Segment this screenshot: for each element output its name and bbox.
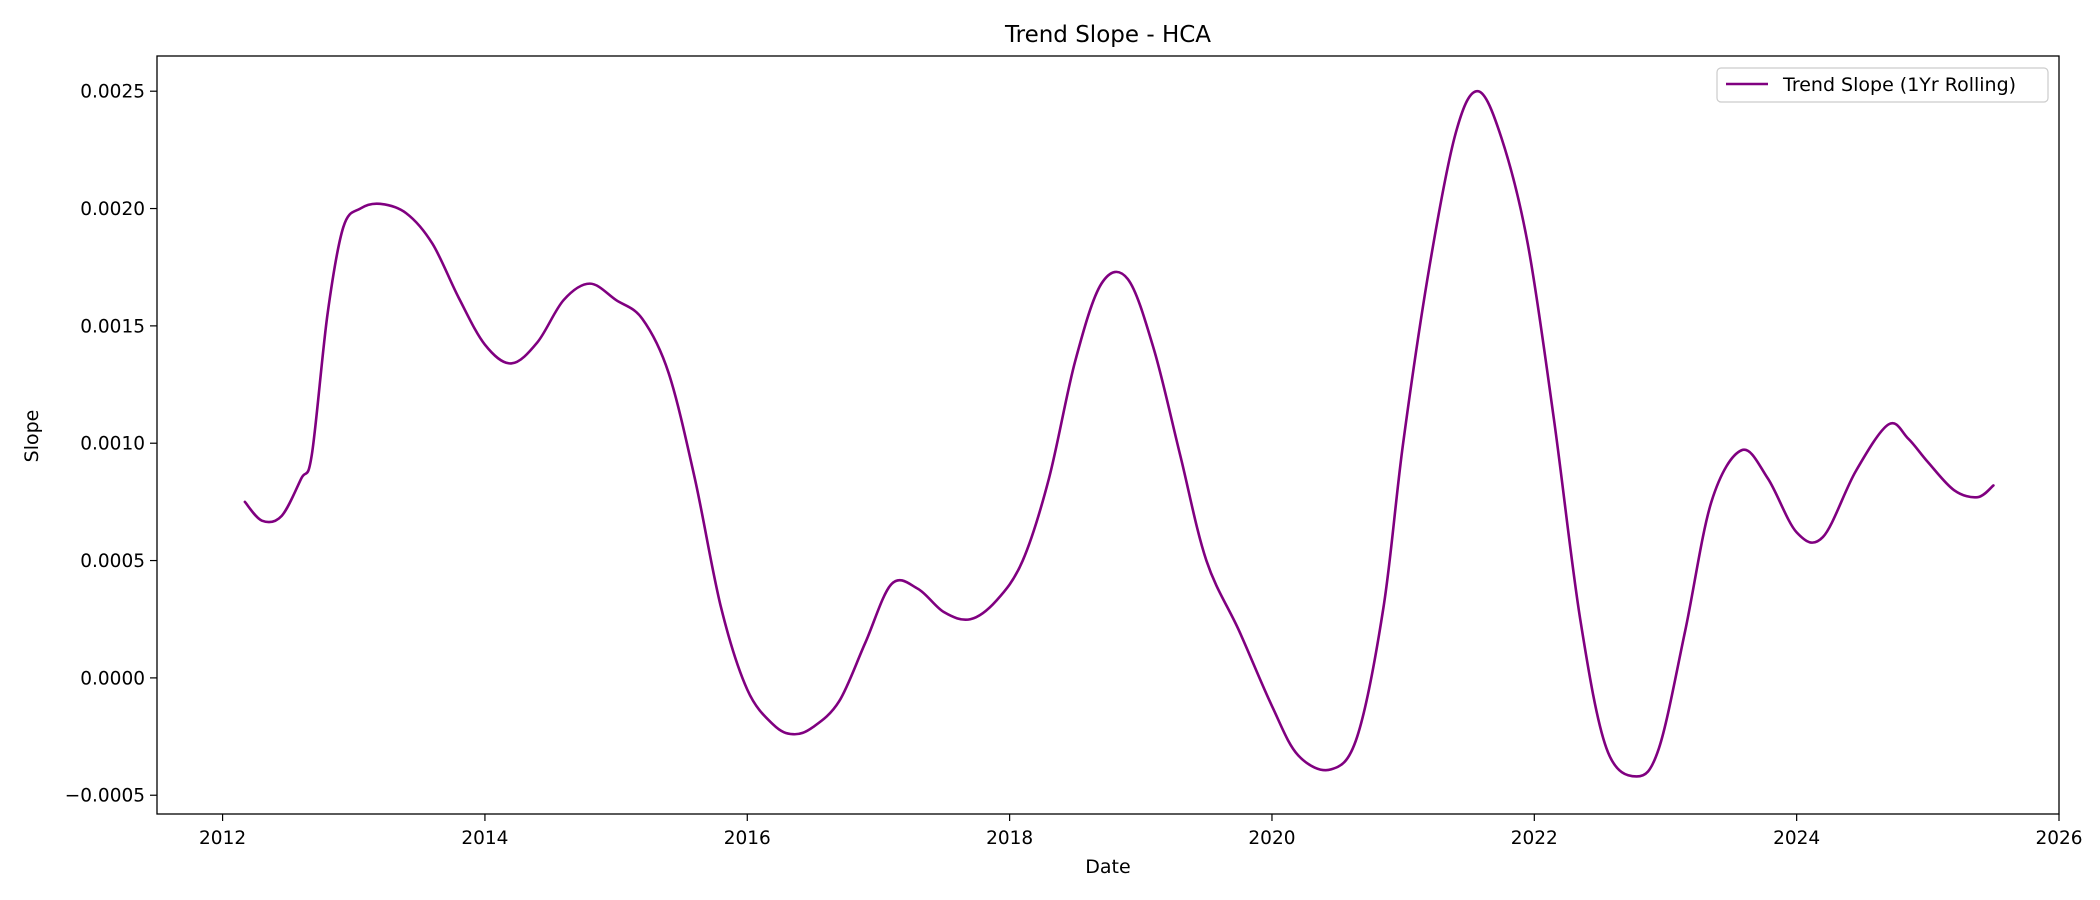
y-axis: −0.0005 0.0000 0.0005 0.0010 0.0015 0.0020 0.0…: [65, 82, 157, 807]
series-line-trend-slope: [243, 89, 1995, 778]
y-axis-title: Slope: [21, 410, 43, 463]
x-tick-label: 2012: [199, 828, 246, 849]
x-tick-label: 2024: [1773, 828, 1820, 849]
legend-label-trend-slope: Trend Slope (1Yr Rolling): [1782, 74, 2016, 96]
plot-frame: [156, 55, 2060, 815]
y-tick-label: 0.0025: [80, 82, 145, 103]
y-tick-label: 0.0000: [80, 668, 145, 689]
y-tick-label: 0.0020: [80, 199, 145, 220]
x-tick-label: 2014: [461, 828, 508, 849]
y-tick-label: −0.0005: [65, 786, 145, 807]
x-tick-label: 2020: [1248, 828, 1295, 849]
legend-box: [1716, 67, 2049, 103]
y-tick-label: 0.0010: [80, 434, 145, 455]
plot-area: 2012 2014 2016 2018 2020 2022 2024 2026 −0.0005…: [65, 55, 2083, 849]
x-tick-label: 2022: [1511, 828, 1558, 849]
x-axis: 2012 2014 2016 2018 2020 2022 2024 2026: [199, 814, 2083, 849]
y-tick-label: 0.0015: [80, 316, 145, 337]
legend: Trend Slope (1Yr Rolling): [1716, 67, 2049, 103]
x-tick-label: 2016: [724, 828, 771, 849]
y-tick-label: 0.0005: [80, 551, 145, 572]
x-tick-label: 2018: [986, 828, 1033, 849]
x-tick-label: 2026: [2035, 828, 2082, 849]
chart-title: Trend Slope - HCA: [1004, 22, 1211, 48]
x-axis-title: Date: [1085, 856, 1130, 878]
